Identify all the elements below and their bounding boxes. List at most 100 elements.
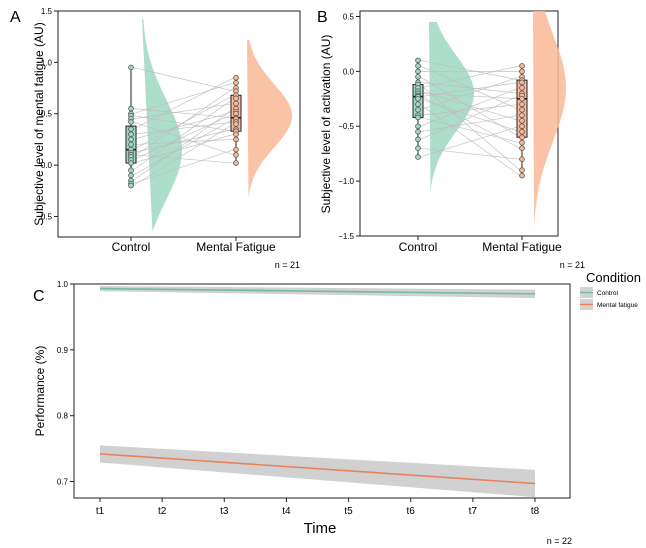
- panel-b-chart: 0.5 0.0 −0.5 −1.0 −1.5 Subjective level of a…: [319, 10, 585, 270]
- panel-b-point-mental_fatigue: [519, 172, 525, 179]
- panel-a-point-control: [128, 64, 134, 71]
- panel-a-density-control: [142, 19, 182, 232]
- panel-a-point-mental_fatigue: [233, 121, 239, 127]
- panel-b-point-mental_fatigue: [519, 134, 525, 141]
- panel-b-point-mental_fatigue: [519, 85, 525, 91]
- panel-b-point-control: [415, 57, 421, 64]
- panel-a-pair-line: [132, 103, 235, 120]
- panel-a-point-control: [128, 160, 134, 166]
- panel-a-pair-line: [132, 149, 235, 184]
- panel-b-point-control: [415, 154, 421, 160]
- panel-a-x-tick-control: Control: [112, 240, 151, 254]
- panel-a-pair-line: [132, 87, 235, 158]
- panel-b-point-control: [415, 63, 421, 69]
- panel-a-pair-line: [132, 77, 235, 130]
- panel-a-pair-line: [132, 121, 235, 156]
- panel-b-point-mental_fatigue: [519, 117, 525, 124]
- panel-a-point-control: [128, 136, 134, 143]
- panel-b-point-mental_fatigue: [519, 68, 525, 75]
- panel-c-n-label: n = 22: [547, 536, 572, 546]
- panel-b-y-tick-label: −1.5: [338, 232, 354, 241]
- panel-b-point-control: [415, 106, 421, 113]
- panel-a-point-mental_fatigue: [233, 152, 239, 158]
- panel-b-point-control: [415, 136, 421, 143]
- panel-c-x-tick-label: t3: [220, 506, 229, 517]
- panel-c-x-axis-label: Time: [304, 520, 337, 537]
- panel-a-chart: 1.5 1.0 0.5 0.0 −0.5 Subjective level of men…: [32, 7, 301, 270]
- panel-b-y-tick-label: −0.5: [338, 122, 354, 131]
- panel-b-pair-line: [419, 125, 521, 158]
- panel-a-y-tick-label: −0.5: [36, 212, 52, 221]
- panel-a-pair-line: [132, 154, 235, 164]
- panel-b-point-control: [415, 74, 421, 80]
- panel-b-pair-line: [419, 103, 521, 116]
- panel-b-pair-line: [419, 84, 521, 171]
- panel-a-point-mental_fatigue: [233, 80, 239, 86]
- panel-a-pair-line: [132, 123, 235, 186]
- panel-a-point-control: [128, 172, 134, 179]
- legend-title: Condition: [586, 270, 641, 285]
- panel-b-x-tick-mental-fatigue: Mental Fatigue: [482, 240, 562, 254]
- panel-a-point-control: [128, 105, 134, 112]
- panel-a-point-control: [128, 119, 134, 125]
- panel-b-pair-line: [419, 76, 521, 111]
- panel-b-point-mental_fatigue: [519, 167, 525, 173]
- panel-b-pair-line: [419, 117, 521, 144]
- panel-a-y-tick-label: 0.5: [41, 110, 53, 119]
- panel-b-point-mental_fatigue: [519, 112, 525, 119]
- panel-c-y-tick-label: 1.0: [57, 280, 69, 289]
- panel-b-point-mental_fatigue: [519, 96, 525, 102]
- panel-c-x-tick-label: t5: [344, 506, 353, 517]
- panel-a-point-mental_fatigue: [233, 131, 239, 138]
- panel-c-y-axis-label: Performance (%): [33, 346, 47, 437]
- panel-b-pair-line: [419, 147, 521, 160]
- panel-b-point-mental_fatigue: [519, 123, 525, 130]
- panel-b-pair-line: [419, 60, 521, 81]
- panel-c-y-tick-label: 0.9: [57, 346, 69, 355]
- panel-b-point-control: [415, 114, 421, 121]
- panel-b-point-control: [415, 145, 421, 151]
- legend-label-mental-fatigue: Mental fatigue: [597, 302, 638, 309]
- panel-a-pair-line: [132, 121, 235, 135]
- panel-b-point-mental_fatigue: [519, 101, 525, 108]
- panel-a-point-mental_fatigue: [233, 160, 239, 166]
- panel-c-x-tick-label: t8: [531, 506, 540, 517]
- panel-b-point-control: [415, 128, 421, 135]
- panel-b-density-control: [429, 21, 474, 193]
- panel-b-point-mental_fatigue: [519, 156, 525, 162]
- panel-label-a: A: [10, 9, 21, 26]
- panel-c-ci-ribbon-1: [100, 445, 535, 498]
- panel-a-pair-line: [132, 139, 235, 145]
- panel-a-point-control: [128, 182, 134, 189]
- panel-b-x-tick-control: Control: [399, 240, 438, 254]
- panel-b-point-control: [415, 101, 421, 108]
- panel-c-y-tick-label: 0.8: [57, 412, 69, 421]
- panel-a-y-axis-label: Subjective level of mental fatigue (AU): [32, 22, 46, 225]
- panel-a-density-mental_fatigue: [247, 39, 292, 198]
- panel-b-pair-line: [419, 87, 521, 127]
- panel-b-point-control: [415, 123, 421, 130]
- panel-a-point-mental_fatigue: [233, 74, 239, 81]
- panel-a-y-tick-label: 0.0: [41, 161, 53, 170]
- panel-b-y-axis-label: Subjective level of activation (AU): [319, 35, 333, 214]
- panel-a-pair-line: [132, 67, 235, 92]
- panel-c-x-tick-label: t4: [282, 506, 291, 517]
- panel-b-point-mental_fatigue: [519, 145, 525, 151]
- panel-a-point-control: [128, 167, 134, 174]
- panel-b-point-control: [415, 96, 421, 102]
- panel-a-pair-line: [132, 113, 235, 161]
- panel-c-series-line-0: [99, 287, 536, 295]
- panel-b-point-control: [415, 68, 421, 75]
- panel-a-n-label: n = 21: [275, 260, 300, 270]
- panel-c-x-tick-label: t1: [96, 506, 105, 517]
- panel-label-b: B: [317, 9, 328, 26]
- panel-c-x-tick-label: t6: [407, 506, 416, 517]
- panel-a-point-mental_fatigue: [233, 136, 239, 143]
- panel-b-pair-line: [419, 81, 521, 97]
- panel-b-y-tick-label: 0.0: [343, 67, 355, 76]
- panel-a-point-control: [128, 141, 134, 148]
- panel-b-point-mental_fatigue: [519, 106, 525, 113]
- panel-a-point-control: [128, 126, 134, 132]
- panel-b-density-mental_fatigue: [533, 11, 566, 228]
- panel-a-plot-border: [57, 10, 301, 238]
